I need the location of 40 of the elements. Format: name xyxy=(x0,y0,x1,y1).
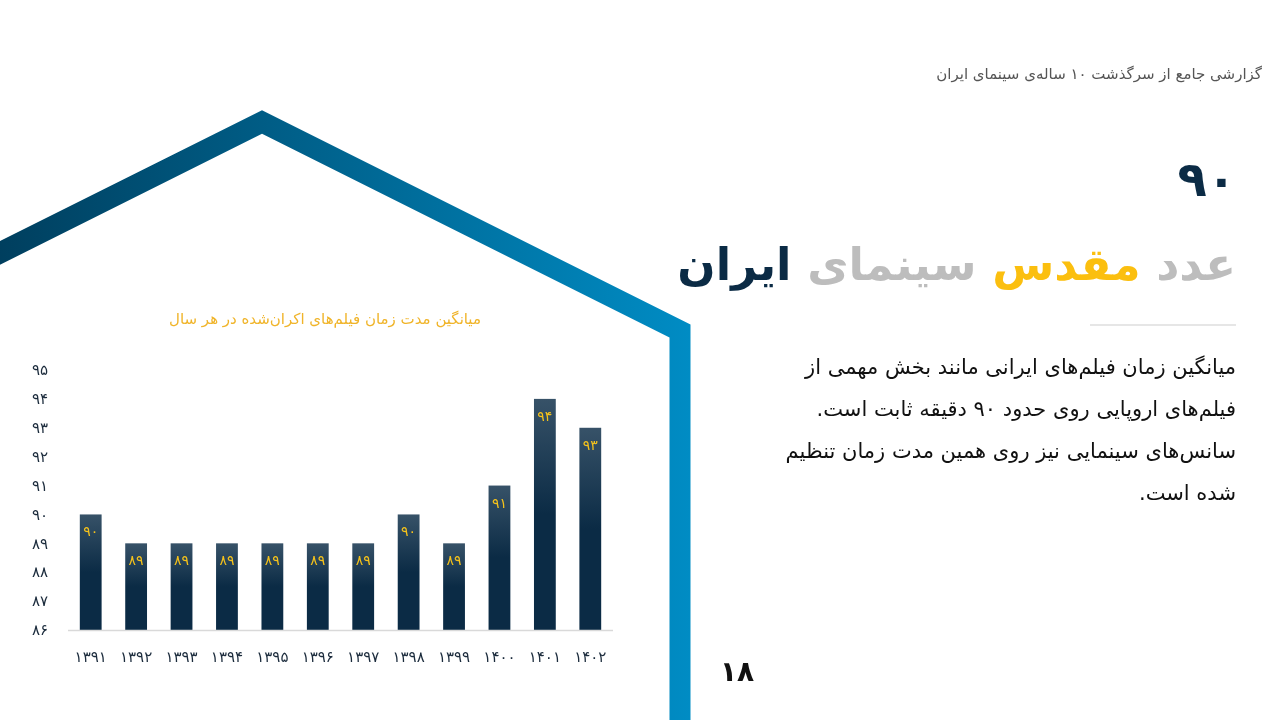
data-label: ۹۰ xyxy=(401,523,417,540)
y-tick-label: ۹۱ xyxy=(31,476,48,495)
data-label: ۹۰ xyxy=(83,523,99,540)
data-label: ۸۹ xyxy=(174,552,190,569)
text: عدد مقدس سینمای ایران xyxy=(677,238,1236,291)
x-tick-label: ۱۴۰۲ xyxy=(574,648,607,666)
text: ۱۸ xyxy=(719,655,755,688)
y-tick-label: ۹۰ xyxy=(31,505,48,524)
x-tick-label: ۱۳۹۷ xyxy=(347,648,380,666)
x-tick-label: ۱۳۹۹ xyxy=(437,648,471,666)
y-tick-label: ۸۹ xyxy=(31,534,48,553)
data-label: ۸۹ xyxy=(310,552,326,569)
y-tick-label: ۹۴ xyxy=(31,390,48,409)
x-tick-label: ۱۴۰۰ xyxy=(483,648,516,666)
chart-title: میانگین مدت زمان فیلم‌های اکران‌شده در هر سال xyxy=(169,310,481,328)
y-tick-label: ۹۲ xyxy=(31,447,48,466)
text: ۹۰ xyxy=(1177,151,1236,207)
y-tick-label: ۸۶ xyxy=(31,621,48,640)
data-label: ۸۹ xyxy=(355,552,371,569)
x-tick-label: ۱۳۹۶ xyxy=(301,648,334,666)
data-label: ۸۹ xyxy=(128,552,144,569)
data-label: ۸۹ xyxy=(446,552,462,569)
y-tick-label: ۹۵ xyxy=(31,361,48,380)
x-tick-label: ۱۴۰۱ xyxy=(528,648,561,666)
text: گزارشی جامع از سرگذشت ۱۰ ساله‌ی سینمای ایران xyxy=(936,65,1263,83)
data-label: ۸۹ xyxy=(219,552,235,569)
y-tick-label: ۸۷ xyxy=(31,592,48,611)
x-tick-label: ۱۳۹۱ xyxy=(74,648,107,666)
x-tick-label: ۱۳۹۵ xyxy=(256,648,289,666)
data-label: ۸۹ xyxy=(264,552,280,569)
y-tick-label: ۹۳ xyxy=(31,419,48,438)
y-tick-label: ۸۸ xyxy=(31,563,48,582)
x-tick-label: ۱۳۹۴ xyxy=(210,648,244,666)
x-tick-label: ۱۳۹۲ xyxy=(120,648,153,666)
x-tick-label: ۱۳۹۳ xyxy=(165,648,198,666)
data-label: ۹۱ xyxy=(491,494,507,511)
x-tick-label: ۱۳۹۸ xyxy=(392,648,425,666)
text: میانگین زمان فیلم‌های ایرانی مانند بخش مهمی از فیلم‌های اروپایی روی حدود ۹۰ دقیقه ثابت است. سانس‌های سینمایی نیز روی همین مدت زمان تنظیم شده است. xyxy=(784,354,1236,507)
data-label: ۹۴ xyxy=(537,407,553,424)
data-label: ۹۳ xyxy=(582,436,599,453)
